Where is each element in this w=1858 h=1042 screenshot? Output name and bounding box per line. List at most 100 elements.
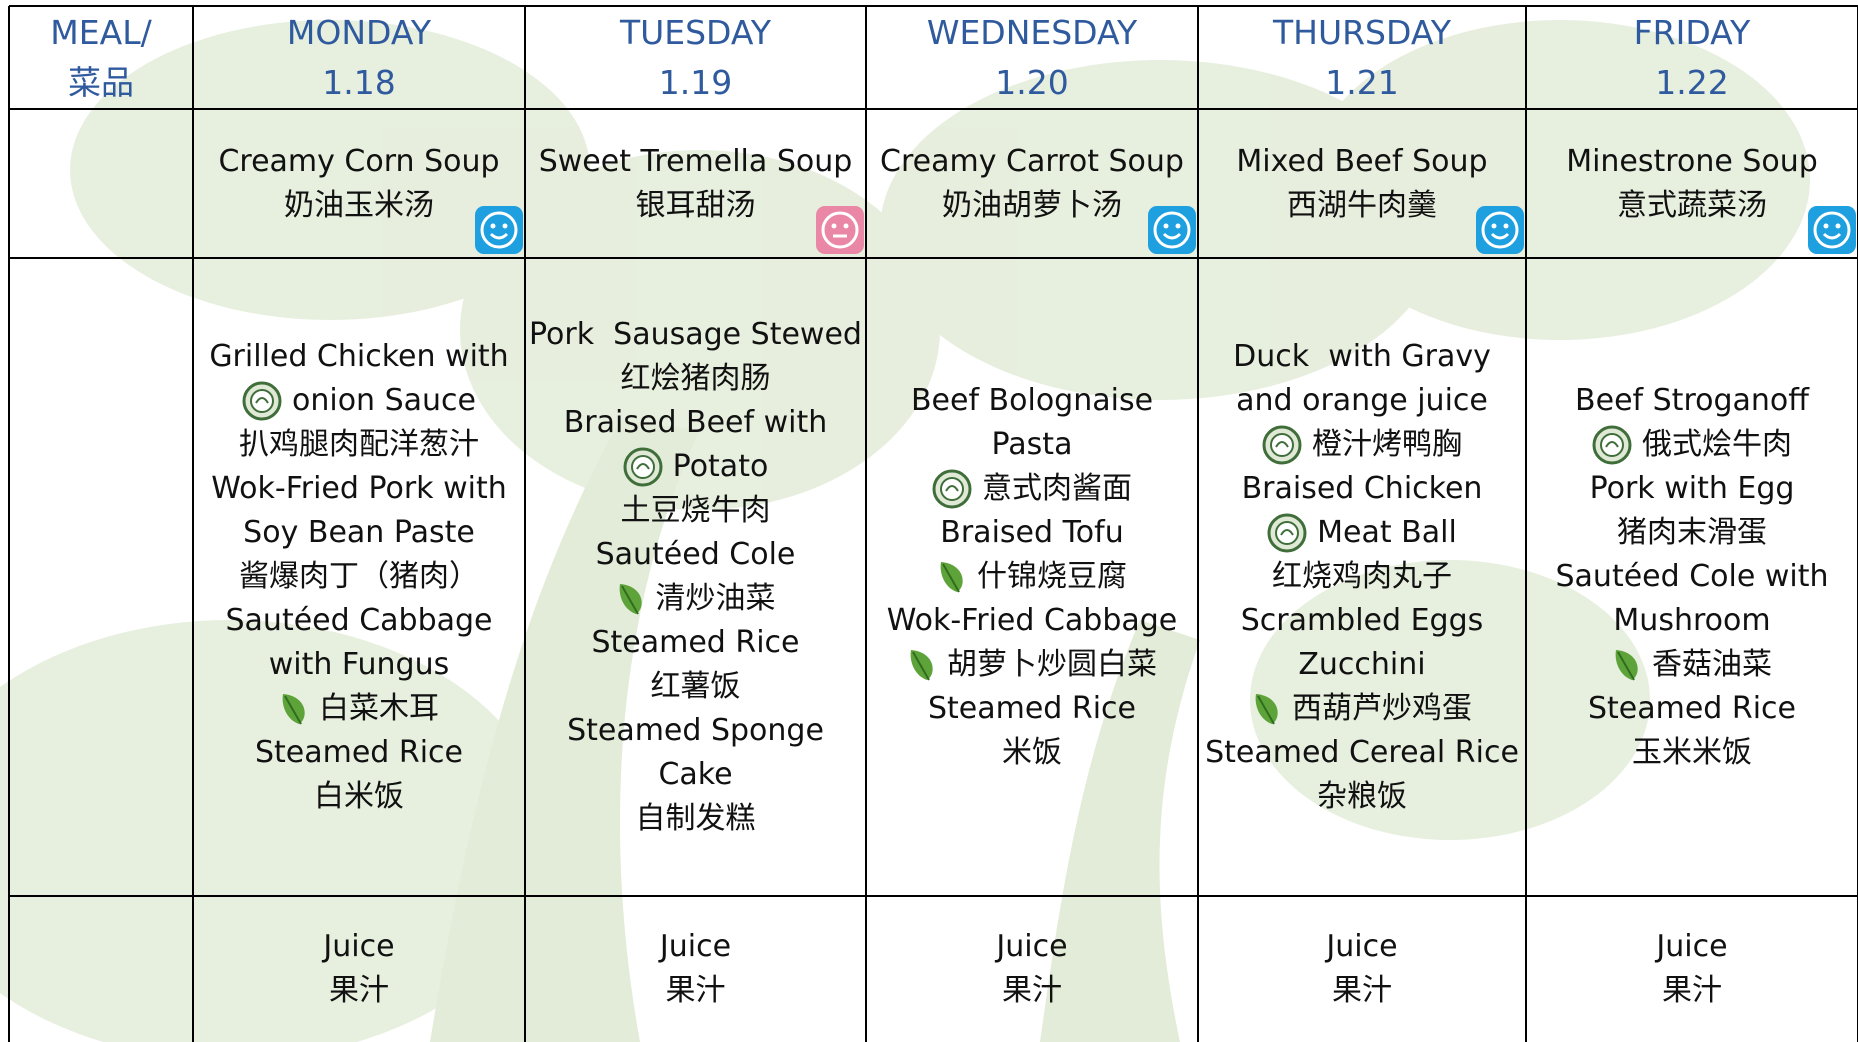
- cell-text: 红烩猪肉肠: [620, 361, 771, 396]
- table-cell: MEAL/菜品: [9, 6, 193, 109]
- cell-text: 胡萝卜炒圆白菜: [947, 647, 1157, 682]
- smiley-icon: [1808, 206, 1856, 254]
- cell-text: Steamed Sponge: [567, 713, 824, 748]
- cell-line: 奶油玉米汤: [284, 184, 434, 228]
- cell-line: 俄式烩牛肉: [1592, 423, 1792, 467]
- cell-text: 果汁: [1332, 973, 1392, 1008]
- cell-text: Meat Ball: [1317, 515, 1457, 550]
- cell-line: 西葫芦炒鸡蛋: [1252, 687, 1472, 731]
- cell-text: FRIDAY: [1633, 12, 1751, 52]
- cell-text: 奶油胡萝卜汤: [942, 187, 1122, 223]
- cell-line: Juice: [323, 925, 394, 969]
- cell-text: Zucchini: [1298, 647, 1426, 682]
- cell-line: 自制发糕: [636, 797, 756, 841]
- cell-text: Pasta: [991, 427, 1073, 462]
- cell-line: onion Sauce: [242, 379, 476, 423]
- cell-line: 菜品: [68, 58, 134, 108]
- cell-line: Juice: [1656, 925, 1727, 969]
- smiley-icon: [475, 206, 523, 254]
- cell-line: Steamed Cereal Rice: [1205, 731, 1519, 775]
- table-cell: THURSDAY 1.21: [1198, 6, 1526, 109]
- cell-text: 白米饭: [314, 779, 404, 814]
- cell-text: Braised Chicken: [1241, 471, 1483, 506]
- cell-text: Braised Tofu: [940, 515, 1124, 550]
- cell-text: Potato: [672, 449, 769, 484]
- cell-line: WEDNESDAY: [927, 8, 1137, 58]
- cell-line: 果汁: [1002, 969, 1062, 1013]
- cell-line: FRIDAY: [1634, 8, 1751, 58]
- cell-line: 红烧鸡肉丸子: [1272, 555, 1452, 599]
- cell-text: WEDNESDAY: [926, 12, 1138, 52]
- cell-line: Grilled Chicken with: [209, 335, 508, 379]
- cell-text: 1.22: [1655, 62, 1729, 102]
- grid-line: [865, 6, 867, 1042]
- cell-text: Steamed Rice: [927, 691, 1137, 726]
- cell-line: Braised Chicken: [1242, 467, 1483, 511]
- table-cell: WEDNESDAY 1.20: [866, 6, 1198, 109]
- cell-text: Juice: [1326, 929, 1398, 964]
- cell-line: 酱爆肉丁（猪肉）: [239, 555, 479, 599]
- cell-text: Minestrone Soup: [1566, 143, 1818, 179]
- table-cell: MONDAY 1.18: [193, 6, 525, 109]
- cell-line: THURSDAY: [1273, 8, 1451, 58]
- cell-line: Beef Stroganoff: [1575, 379, 1809, 423]
- table-cell: Juice 果汁: [1526, 896, 1858, 1042]
- cell-text: Cake: [658, 757, 733, 792]
- cell-text: 橙汁烤鸭胸: [1312, 427, 1462, 462]
- table-cell: Juice 果汁: [1198, 896, 1526, 1042]
- cell-line: 扒鸡腿肉配洋葱汁: [239, 423, 479, 467]
- cell-text: 银耳甜汤: [635, 187, 756, 223]
- cell-line: 清炒油菜: [616, 577, 776, 621]
- cell-line: 红薯饭: [651, 665, 741, 709]
- cell-line: Minestrone Soup: [1566, 140, 1818, 184]
- cell-text: 奶油玉米汤: [284, 187, 434, 223]
- table-cell: Creamy Corn Soup 奶油玉米汤: [193, 109, 525, 258]
- grid-line: [524, 6, 526, 1042]
- table-cell: Creamy Carrot Soup 奶油胡萝卜汤: [866, 109, 1198, 258]
- smiley-icon: [816, 206, 864, 254]
- cell-text: 玉米米饭: [1632, 735, 1752, 770]
- table-cell: Grilled Chicken with onion Sauce 扒鸡腿肉配洋葱汁 W…: [193, 258, 525, 896]
- cell-text: Beef Stroganoff: [1575, 383, 1809, 418]
- cell-line: 什锦烧豆腐: [937, 555, 1127, 599]
- cell-text: 土豆烧牛肉: [620, 493, 771, 528]
- cell-text: 意式蔬菜汤: [1617, 187, 1767, 223]
- cell-text: Scrambled Eggs: [1240, 603, 1484, 638]
- cell-text: Juice: [996, 929, 1068, 964]
- cell-text: Steamed Cereal Rice: [1205, 735, 1519, 770]
- halal-icon: [932, 469, 972, 509]
- table-cell: Beef Stroganoff 俄式烩牛肉 Pork with Egg 猪肉末滑蛋 Sa…: [1526, 258, 1858, 896]
- cell-line: 意式蔬菜汤: [1617, 184, 1767, 228]
- table-cell: Juice 果汁: [193, 896, 525, 1042]
- smiley-icon: [1148, 206, 1196, 254]
- cell-line: 1.19: [659, 58, 732, 108]
- cell-text: Duck with Gravy: [1233, 339, 1491, 374]
- cell-line: 1.22: [1655, 58, 1728, 108]
- cell-text: 清炒油菜: [655, 581, 776, 616]
- cell-line: Steamed Rice: [255, 731, 463, 775]
- cell-text: Juice: [1656, 929, 1728, 964]
- table-cell: Pork Sausage Stewed 红烩猪肉肠 Braised Beef wit…: [525, 258, 866, 896]
- cell-line: Soy Bean Paste: [243, 511, 475, 555]
- cell-line: 1.20: [995, 58, 1068, 108]
- cell-line: Scrambled Eggs: [1241, 599, 1484, 643]
- cell-line: Creamy Corn Soup: [218, 140, 499, 184]
- cell-line: Mushroom: [1613, 599, 1770, 643]
- grid-line: [9, 257, 1858, 259]
- cell-line: Sautéed Cole with: [1556, 555, 1829, 599]
- cell-text: Sautéed Cole with: [1555, 559, 1829, 594]
- cell-line: 米饭: [1002, 731, 1062, 775]
- cell-text: with Fungus: [268, 647, 450, 682]
- leaf-icon: [619, 584, 642, 615]
- table-cell: [9, 896, 193, 1042]
- leaf-icon: [1615, 650, 1638, 681]
- cell-line: 果汁: [1332, 969, 1392, 1013]
- cell-text: 酱爆肉丁（猪肉）: [239, 559, 479, 594]
- cell-text: 1.21: [1325, 62, 1399, 102]
- cell-line: Sautéed Cabbage: [226, 599, 493, 643]
- cell-line: Juice: [996, 925, 1067, 969]
- cell-text: Juice: [659, 929, 732, 964]
- cell-text: Wok-Fried Pork with: [211, 471, 507, 506]
- cell-text: 1.19: [658, 62, 733, 102]
- cell-line: 红烩猪肉肠: [621, 357, 771, 401]
